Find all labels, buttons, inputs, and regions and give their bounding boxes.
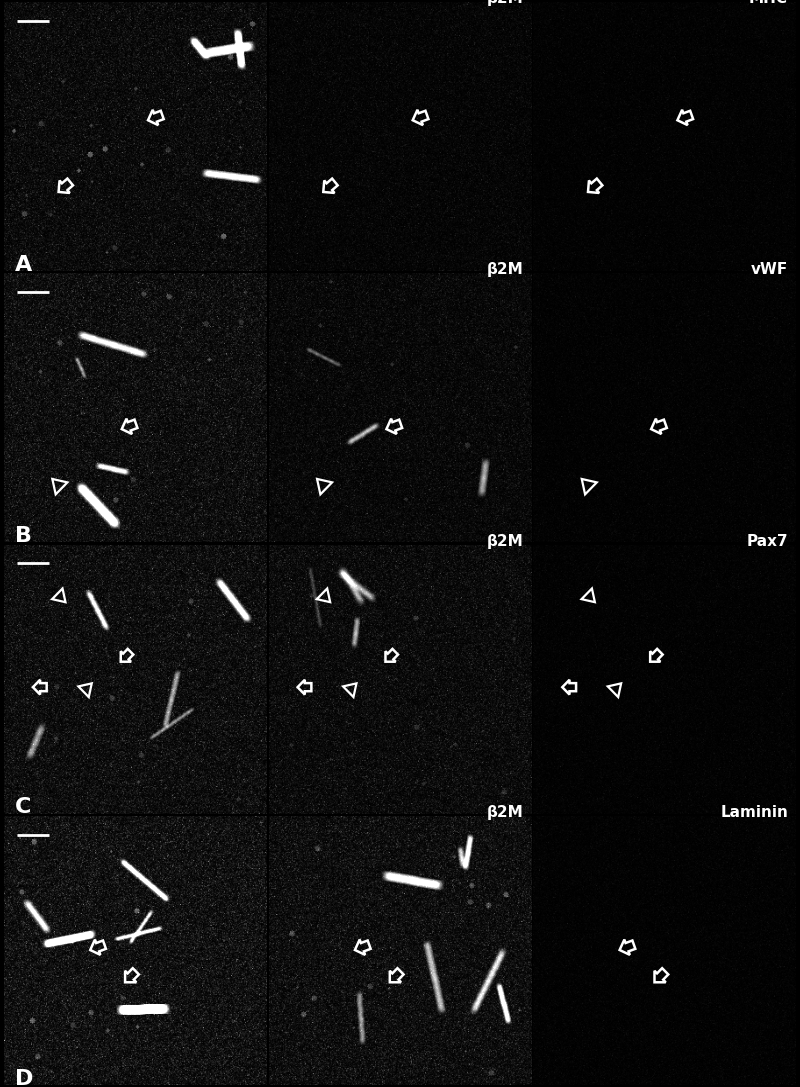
Text: MHC: MHC [749, 0, 788, 7]
Text: Pax7: Pax7 [746, 534, 788, 549]
Text: β2M: β2M [486, 534, 523, 549]
Text: β2M: β2M [486, 0, 523, 7]
Text: D: D [14, 1069, 33, 1087]
Text: β2M: β2M [486, 804, 523, 820]
Text: A: A [14, 255, 32, 275]
Text: Laminin: Laminin [720, 804, 788, 820]
Text: B: B [14, 526, 31, 547]
Text: vWF: vWF [751, 262, 788, 277]
Text: C: C [14, 798, 31, 817]
Text: β2M: β2M [486, 262, 523, 277]
